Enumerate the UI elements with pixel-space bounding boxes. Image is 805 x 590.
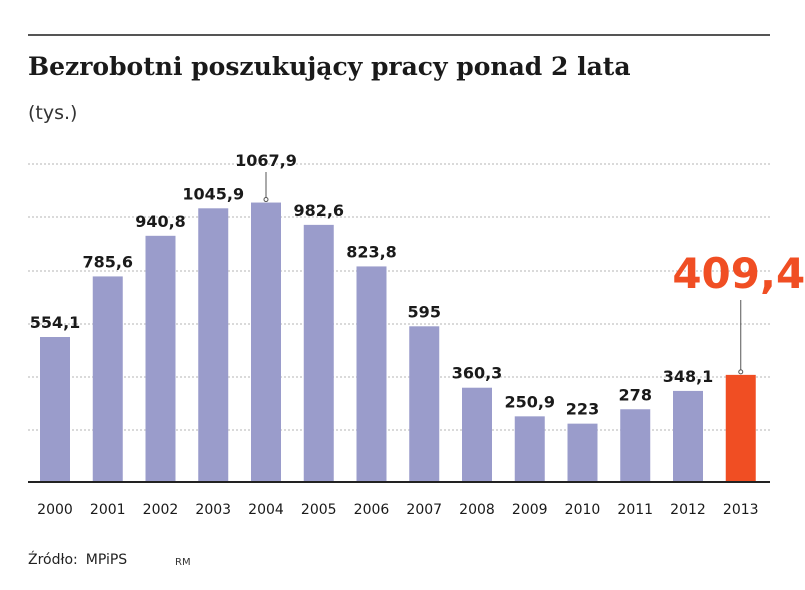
bar-2012 — [673, 390, 703, 482]
value-label-2012: 348,1 — [663, 367, 714, 386]
bar-2005 — [303, 224, 334, 482]
bar-2002 — [145, 235, 176, 482]
source-label: Źródło: — [28, 552, 78, 568]
value-label-2011: 278 — [619, 385, 652, 404]
unit-label: (tys.) — [28, 102, 78, 124]
x-tick-2010: 2010 — [565, 502, 601, 518]
value-label-2003: 1045,9 — [182, 184, 244, 203]
value-label-2000: 554,1 — [30, 313, 81, 332]
x-tick-2007: 2007 — [406, 502, 442, 518]
value-label-2001: 785,6 — [82, 252, 133, 271]
value-labels: 554,1 785,6 940,8 1045,9 1067,9 982,6 823,8 595… — [30, 151, 805, 419]
chart-title: Bezrobotni poszukujący pracy ponad 2 lat… — [28, 52, 631, 81]
x-tick-2008: 2008 — [459, 502, 495, 518]
source-line: Źródło: MPiPS — [28, 552, 127, 568]
x-tick-labels: 2000 2001 2002 2003 2004 2005 2006 2007 2008 2009… — [37, 502, 758, 518]
value-label-2006: 823,8 — [346, 242, 397, 261]
bar-2010 — [567, 423, 598, 482]
x-tick-2006: 2006 — [354, 502, 390, 518]
gridlines — [28, 163, 770, 431]
value-label-2013: 409,4 — [672, 249, 805, 298]
bar-2004 — [251, 202, 281, 482]
bar-2009 — [514, 416, 545, 482]
value-label-2002: 940,8 — [135, 212, 186, 231]
bars — [40, 202, 756, 482]
value-label-2010: 223 — [566, 400, 599, 419]
source-value: MPiPS — [85, 552, 128, 568]
x-tick-2009: 2009 — [512, 502, 548, 518]
top-rule — [28, 34, 770, 36]
value-label-2005: 982,6 — [293, 201, 344, 220]
value-label-2009: 250,9 — [504, 392, 555, 411]
bar-2011 — [620, 409, 651, 482]
x-tick-2004: 2004 — [248, 502, 284, 518]
value-label-2004: 1067,9 — [235, 151, 297, 170]
leader-pin-2013 — [738, 369, 744, 375]
x-tick-2011: 2011 — [617, 502, 653, 518]
x-tick-2013: 2013 — [723, 502, 759, 518]
bar-2007 — [409, 326, 440, 482]
bar-2001 — [92, 276, 123, 482]
x-tick-2003: 2003 — [195, 502, 231, 518]
x-tick-2012: 2012 — [670, 502, 706, 518]
x-tick-2000: 2000 — [37, 502, 73, 518]
credit-mark: RM — [175, 557, 191, 568]
leader-lines — [263, 172, 744, 375]
x-tick-2001: 2001 — [90, 502, 126, 518]
bar-2006 — [356, 266, 387, 482]
bar-2008 — [462, 387, 492, 482]
value-label-2008: 360,3 — [452, 364, 503, 383]
x-tick-2002: 2002 — [143, 502, 179, 518]
leader-pin-2004 — [263, 197, 269, 203]
bar-2013 — [725, 374, 756, 482]
x-tick-2005: 2005 — [301, 502, 337, 518]
bar-2003 — [198, 208, 229, 482]
bar-2000 — [40, 337, 70, 482]
value-label-2007: 595 — [408, 302, 441, 321]
